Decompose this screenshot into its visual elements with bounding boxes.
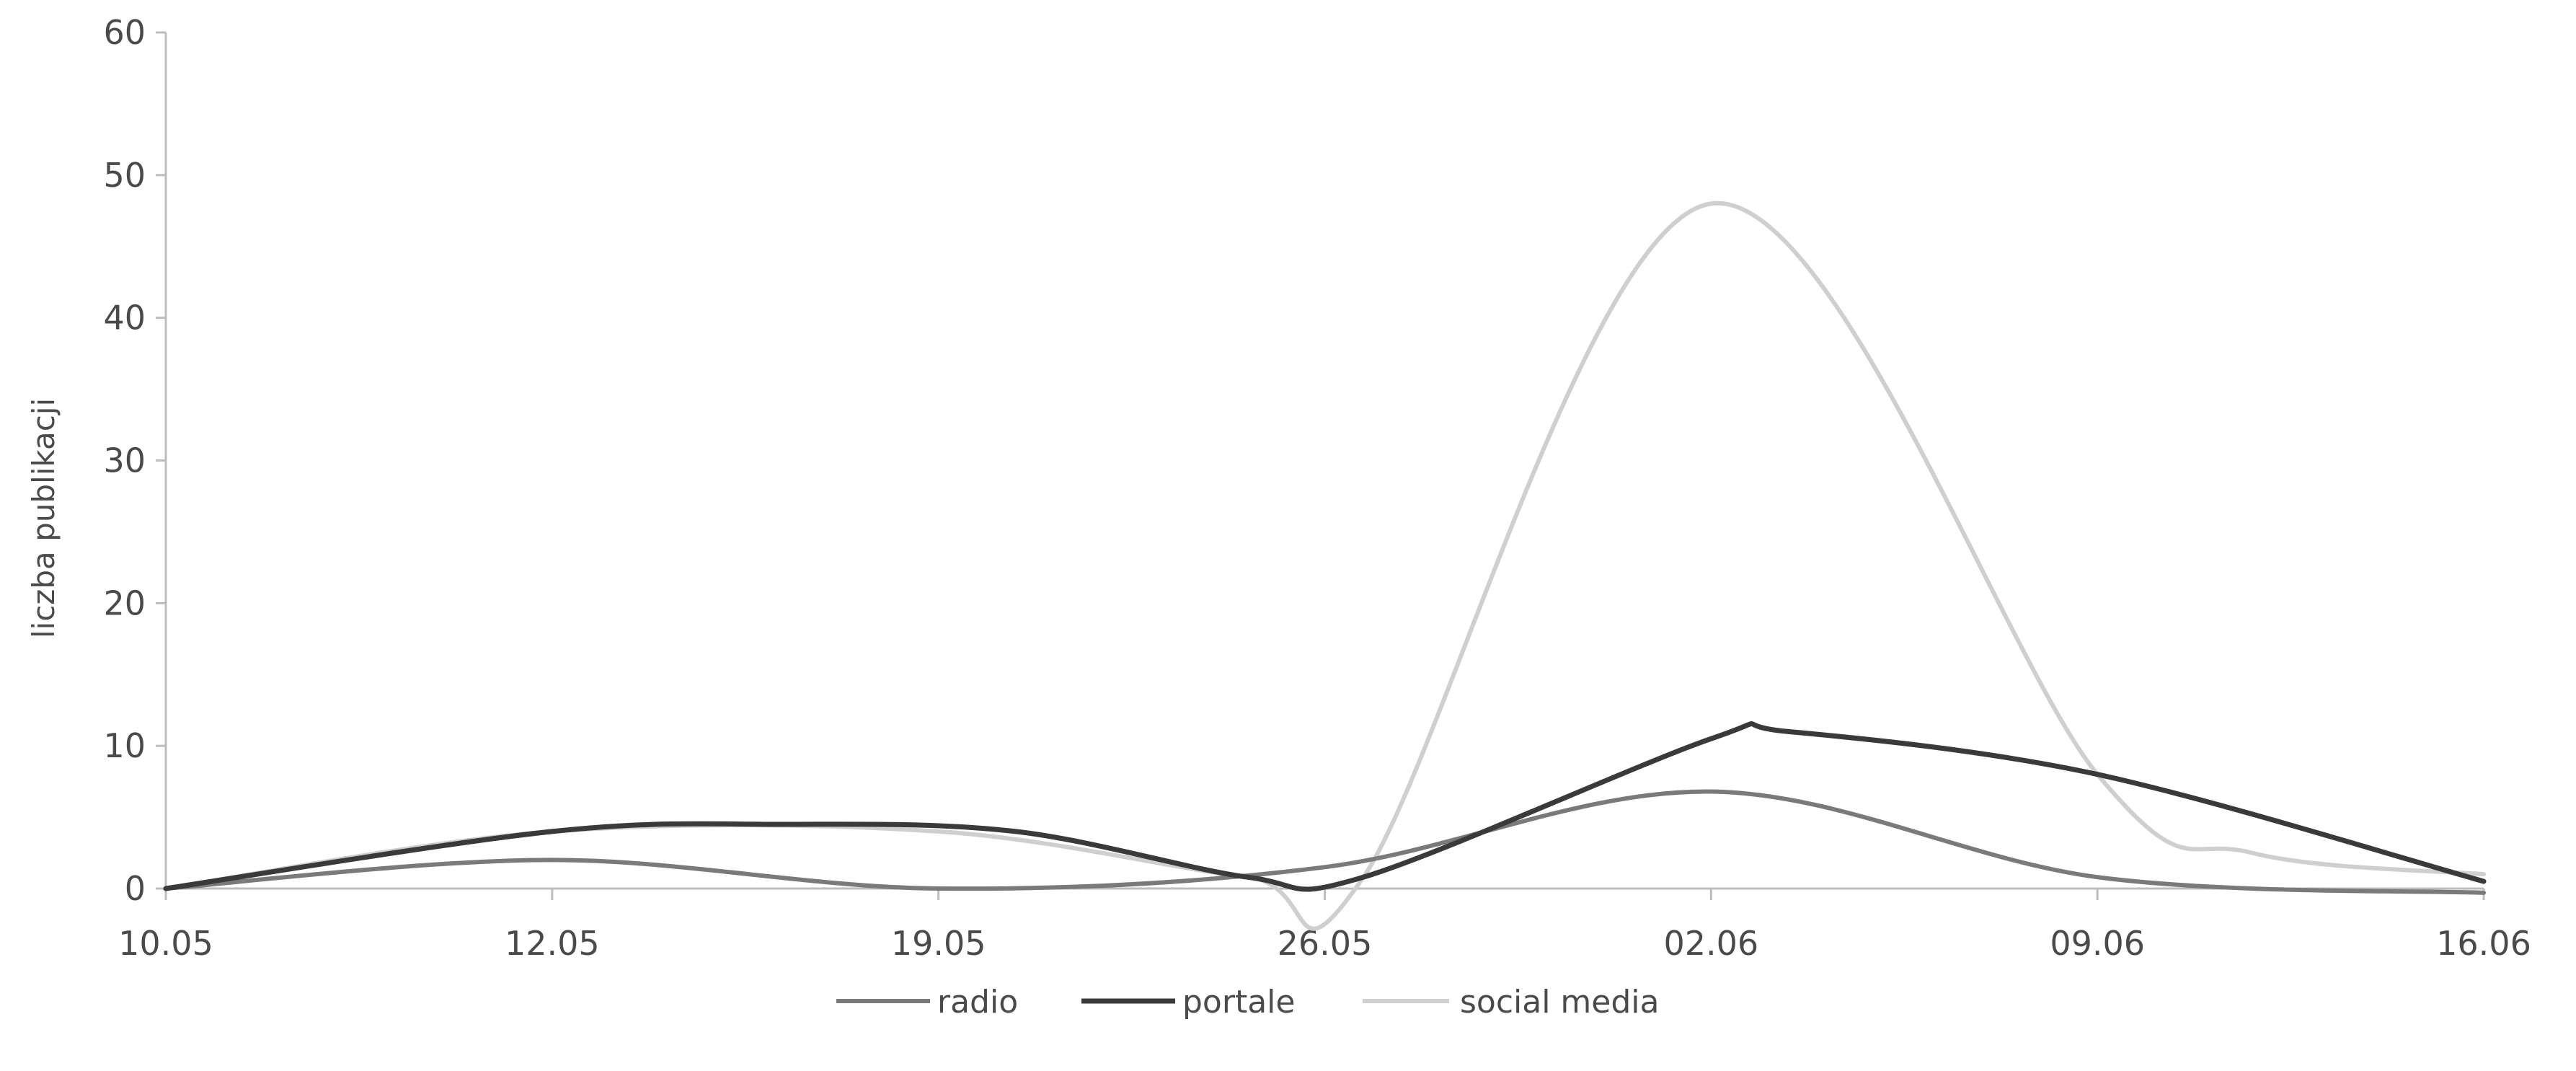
series-line-radio bbox=[164, 789, 2486, 895]
legend-label-social-media: social media bbox=[1460, 984, 1659, 1021]
x-tick-label: 26.05 bbox=[1278, 924, 1373, 963]
y-axis: 0 10 20 30 40 50 60 bbox=[103, 13, 167, 908]
series-line-portale bbox=[163, 721, 2487, 892]
y-tick-label: 50 bbox=[103, 156, 146, 195]
x-tick-label: 12.05 bbox=[505, 924, 600, 963]
x-tick-label: 02.06 bbox=[1663, 924, 1758, 963]
y-tick-label: 0 bbox=[125, 869, 146, 908]
x-tick-label: 19.05 bbox=[891, 924, 986, 963]
y-tick-label: 40 bbox=[103, 299, 146, 338]
y-tick-label: 30 bbox=[103, 441, 146, 480]
series-layer bbox=[163, 201, 2487, 931]
x-tick-label: 16.06 bbox=[2436, 924, 2531, 963]
x-tick-label: 09.06 bbox=[2050, 924, 2145, 963]
y-axis-label: liczba publikacji bbox=[26, 398, 61, 638]
series-line-social-media bbox=[164, 201, 2486, 931]
x-tick-label: 10.05 bbox=[118, 924, 213, 963]
legend-label-radio: radio bbox=[937, 984, 1018, 1021]
y-tick-label: 60 bbox=[103, 13, 146, 52]
legend: radio portale social media bbox=[836, 984, 1659, 1021]
y-tick-label: 10 bbox=[103, 726, 146, 765]
legend-label-portale: portale bbox=[1182, 984, 1295, 1021]
y-tick-label: 20 bbox=[103, 583, 146, 622]
